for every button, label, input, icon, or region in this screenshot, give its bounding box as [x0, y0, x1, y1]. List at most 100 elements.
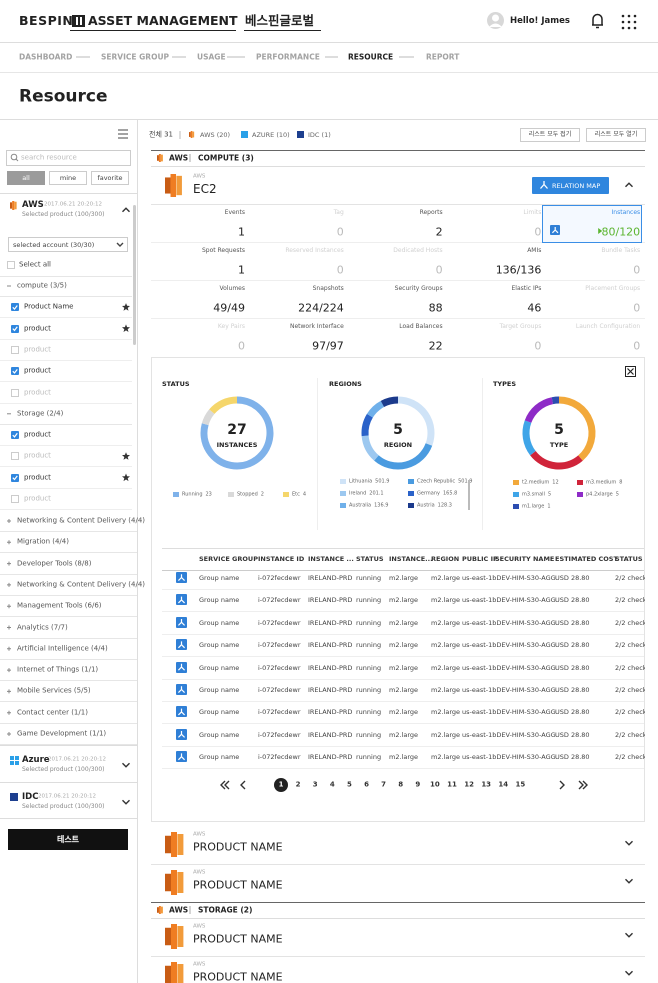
metric-label[interactable]: Events — [224, 209, 245, 216]
product-item[interactable]: product — [24, 473, 51, 482]
selected-metric[interactable] — [542, 205, 643, 243]
list-button[interactable] — [586, 128, 646, 142]
group-label[interactable]: Storage (2/4) — [17, 409, 64, 418]
metric-label[interactable]: Tag — [333, 209, 344, 216]
metric-label[interactable]: AMIs — [527, 247, 542, 254]
product-name[interactable]: PRODUCT NAME — [193, 840, 283, 854]
filter-label[interactable]: AWS (20) — [200, 130, 231, 139]
page-number[interactable]: 1 — [278, 780, 284, 789]
metric-label[interactable]: Key Pairs — [217, 323, 245, 330]
page-number[interactable]: 13 — [481, 780, 492, 789]
metric-value[interactable]: 88 — [428, 301, 443, 315]
close-button[interactable] — [625, 366, 636, 377]
metric-label[interactable]: Launch Configuration — [575, 323, 641, 330]
page-number[interactable]: 10 — [430, 780, 440, 789]
category-label[interactable]: Developer Tools (8/8) — [17, 559, 92, 568]
category-label[interactable]: Networking & Content Delivery (4/4) — [17, 516, 146, 525]
metric-label[interactable]: Load Balances — [399, 323, 443, 330]
metric-value[interactable]: 0 — [534, 225, 542, 239]
tab[interactable] — [49, 171, 87, 185]
product-name[interactable]: PRODUCT NAME — [193, 970, 283, 983]
product-item[interactable]: product — [24, 345, 51, 354]
filter-label[interactable]: AZURE (10) — [252, 130, 290, 139]
metric-value[interactable]: 0 — [336, 225, 344, 239]
group-label[interactable]: compute (3/5) — [17, 281, 67, 290]
product-item[interactable]: product — [24, 324, 51, 333]
checkbox[interactable] — [11, 388, 19, 397]
metric-value[interactable]: 97/97 — [312, 339, 344, 353]
page-number[interactable]: 9 — [415, 780, 421, 789]
metric-value[interactable]: 136/136 — [495, 263, 542, 277]
metric-value[interactable]: 224/224 — [298, 301, 344, 315]
checkbox-checked[interactable] — [11, 303, 19, 312]
page-number[interactable]: 7 — [381, 780, 387, 789]
product-item[interactable]: product — [24, 430, 51, 439]
metric-label[interactable]: Elastic IPs — [511, 285, 542, 292]
metric-label[interactable]: Instances — [611, 209, 641, 216]
metric-label[interactable]: Security Groups — [394, 285, 443, 292]
page-number[interactable]: 6 — [364, 780, 369, 789]
checkbox-checked[interactable] — [11, 367, 19, 376]
checkbox[interactable] — [11, 495, 19, 503]
page-number[interactable]: 15 — [515, 780, 526, 789]
search-box[interactable] — [6, 150, 131, 166]
nav-item[interactable]: REPORT — [426, 52, 460, 62]
metric-value[interactable]: 0 — [633, 263, 641, 277]
page-number[interactable]: 3 — [312, 780, 318, 789]
product-item[interactable]: Product Name — [24, 302, 74, 311]
metric-value[interactable]: 80/120 — [601, 225, 641, 239]
metric-label[interactable]: Reserved Instances — [285, 247, 344, 254]
action-button[interactable] — [8, 829, 128, 850]
select-all[interactable]: Select all — [19, 260, 51, 269]
checkbox-checked[interactable] — [11, 473, 19, 482]
product-name[interactable]: PRODUCT NAME — [193, 932, 283, 946]
metric-value[interactable]: 0 — [633, 301, 641, 315]
page-number[interactable]: 11 — [447, 780, 457, 789]
product-item[interactable]: product — [24, 451, 51, 460]
metric-label[interactable]: Snapshots — [312, 285, 344, 292]
nav-item[interactable]: DASHBOARD — [19, 52, 73, 62]
page-number[interactable]: 8 — [398, 780, 404, 789]
metric-label[interactable]: Target Groups — [499, 323, 542, 330]
tab-label[interactable]: mine — [59, 173, 77, 182]
category-label[interactable]: Networking & Content Delivery (4/4) — [17, 580, 146, 589]
account-select[interactable] — [8, 237, 128, 252]
account-select-label[interactable]: selected account (30/30) — [13, 240, 95, 249]
metric-value[interactable]: 2 — [435, 225, 443, 239]
metric-value[interactable]: 0 — [633, 339, 641, 353]
product-item[interactable]: product — [24, 494, 51, 503]
category-label[interactable]: Game Development (1/1) — [17, 729, 107, 738]
metric-label[interactable]: Spot Requests — [201, 247, 245, 254]
checkbox[interactable] — [7, 261, 15, 269]
metric-label[interactable]: Placement Groups — [585, 285, 641, 292]
metric-value[interactable]: 1 — [238, 263, 245, 277]
checkbox[interactable] — [11, 345, 19, 354]
filter-label[interactable]: IDC (1) — [308, 130, 331, 139]
list-button[interactable] — [520, 128, 580, 142]
tab-label[interactable]: all — [22, 173, 30, 182]
nav-item[interactable]: USAGE — [197, 52, 226, 62]
relation-map-button[interactable] — [532, 177, 609, 194]
metric-label[interactable]: Reports — [419, 209, 443, 216]
product-item[interactable]: product — [24, 388, 51, 396]
metric-label[interactable]: Bundle Tasks — [601, 247, 641, 254]
list-button-label[interactable]: 리스트 모두 접기 — [528, 131, 572, 138]
account-name[interactable]: IDC — [22, 791, 39, 802]
page-number[interactable]: 12 — [464, 780, 474, 789]
category-label[interactable]: Artificial Intelligence (4/4) — [17, 644, 108, 653]
metric-value[interactable]: 0 — [534, 339, 542, 353]
metric-value[interactable]: 22 — [428, 339, 443, 353]
metric-label[interactable]: Dedicated Hosts — [393, 247, 443, 254]
category-label[interactable]: Internet of Things (1/1) — [17, 665, 99, 674]
metric-value[interactable]: 0 — [336, 263, 344, 277]
metric-value[interactable]: 46 — [527, 301, 542, 315]
account-name[interactable]: AWS — [22, 199, 44, 210]
category-label[interactable]: Migration (4/4) — [17, 537, 69, 546]
tab[interactable] — [91, 171, 129, 185]
category-label[interactable]: Contact center (1/1) — [17, 708, 88, 717]
action-button-label[interactable]: 테스트 — [56, 834, 80, 844]
metric-label[interactable]: Network Interface — [289, 323, 344, 330]
account-name[interactable]: Azure — [22, 754, 50, 765]
tab-label[interactable]: favorite — [97, 173, 123, 182]
metric-value[interactable]: 49/49 — [213, 301, 245, 315]
